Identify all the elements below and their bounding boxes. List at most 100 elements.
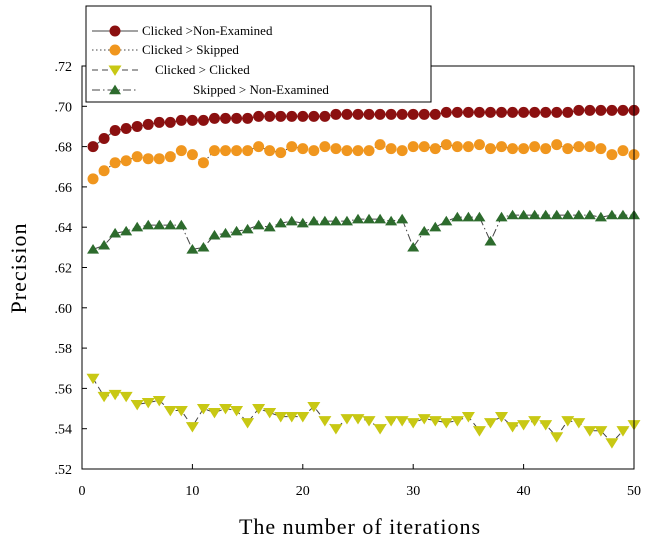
data-point — [175, 114, 187, 126]
data-point — [451, 106, 463, 118]
data-point — [462, 141, 474, 153]
data-point — [286, 141, 298, 153]
data-point — [341, 145, 353, 157]
data-point — [506, 422, 520, 433]
data-point — [606, 149, 618, 161]
data-point — [429, 221, 442, 232]
data-point — [97, 391, 111, 403]
data-point — [363, 145, 375, 157]
data-point — [363, 213, 376, 224]
data-point — [120, 155, 132, 167]
data-point — [207, 408, 221, 419]
y-tick-label: .72 — [55, 60, 73, 75]
data-point — [274, 217, 287, 228]
y-tick-label: .70 — [55, 100, 73, 115]
data-point — [329, 424, 343, 435]
data-point — [461, 412, 475, 423]
data-point — [406, 418, 420, 429]
data-point — [253, 141, 265, 153]
data-point — [242, 112, 254, 124]
data-point — [330, 108, 342, 120]
data-point — [583, 426, 597, 437]
data-point — [362, 416, 376, 427]
data-point — [594, 426, 608, 437]
data-point — [318, 416, 332, 427]
data-point — [595, 143, 607, 155]
data-point — [517, 209, 530, 220]
data-point — [275, 147, 287, 159]
data-point — [495, 211, 508, 222]
data-point — [341, 108, 353, 120]
data-point — [540, 106, 552, 118]
data-point — [550, 432, 564, 443]
data-point — [496, 106, 508, 118]
data-point — [594, 211, 607, 222]
data-point — [528, 209, 541, 220]
data-point — [605, 438, 619, 449]
data-point — [439, 418, 453, 429]
data-point — [352, 145, 364, 157]
data-point — [131, 151, 143, 163]
legend-label: Skipped > Non-Examined — [193, 82, 329, 97]
data-point — [241, 223, 254, 234]
x-tick-label: 50 — [627, 484, 641, 499]
data-point — [517, 420, 531, 431]
x-tick-label: 40 — [517, 484, 531, 499]
data-point — [407, 108, 419, 120]
legend: Clicked >Non-Examined Clicked > Skipped Cl… — [85, 5, 432, 103]
data-point — [428, 416, 442, 427]
y-tick-label: .62 — [55, 262, 73, 277]
data-point — [164, 219, 177, 230]
data-point — [562, 106, 574, 118]
data-point — [308, 145, 320, 157]
data-point — [484, 235, 497, 246]
data-point — [141, 397, 155, 409]
data-point — [274, 412, 288, 423]
series-line — [92, 144, 635, 180]
data-point — [529, 141, 541, 153]
data-point — [263, 221, 276, 232]
data-point — [87, 243, 100, 254]
data-point — [308, 110, 320, 122]
data-point — [242, 145, 254, 157]
data-point — [163, 406, 177, 417]
series-4 — [87, 209, 640, 254]
legend-box — [85, 5, 432, 103]
data-point — [440, 139, 452, 151]
y-tick-label: .58 — [55, 342, 73, 357]
data-point — [507, 106, 519, 118]
data-point — [429, 143, 441, 155]
data-point — [263, 408, 277, 419]
data-point — [175, 145, 187, 157]
data-point — [572, 418, 586, 429]
data-point — [418, 225, 431, 236]
data-point — [285, 412, 299, 423]
x-tick-label: 30 — [406, 484, 420, 499]
legend-label: Clicked > Clicked — [155, 62, 250, 77]
data-point — [197, 241, 210, 252]
data-point — [264, 145, 276, 157]
data-point — [573, 141, 585, 153]
data-point — [98, 165, 110, 177]
series-2 — [87, 139, 640, 185]
data-point — [196, 404, 210, 415]
data-point — [396, 213, 409, 224]
data-point — [385, 215, 398, 226]
data-point — [550, 209, 563, 220]
data-point — [396, 145, 408, 157]
data-point — [109, 157, 121, 169]
data-point — [98, 239, 111, 250]
series-line — [92, 214, 634, 250]
data-point — [473, 211, 486, 222]
data-point — [318, 215, 331, 226]
data-point — [617, 145, 629, 157]
data-point — [606, 104, 618, 116]
x-tick-label: 20 — [296, 484, 310, 499]
data-point — [363, 108, 375, 120]
data-point — [98, 133, 110, 145]
data-point — [296, 412, 310, 423]
data-point — [220, 145, 232, 157]
data-point — [528, 416, 542, 427]
legend-label: Clicked > Skipped — [142, 42, 239, 57]
